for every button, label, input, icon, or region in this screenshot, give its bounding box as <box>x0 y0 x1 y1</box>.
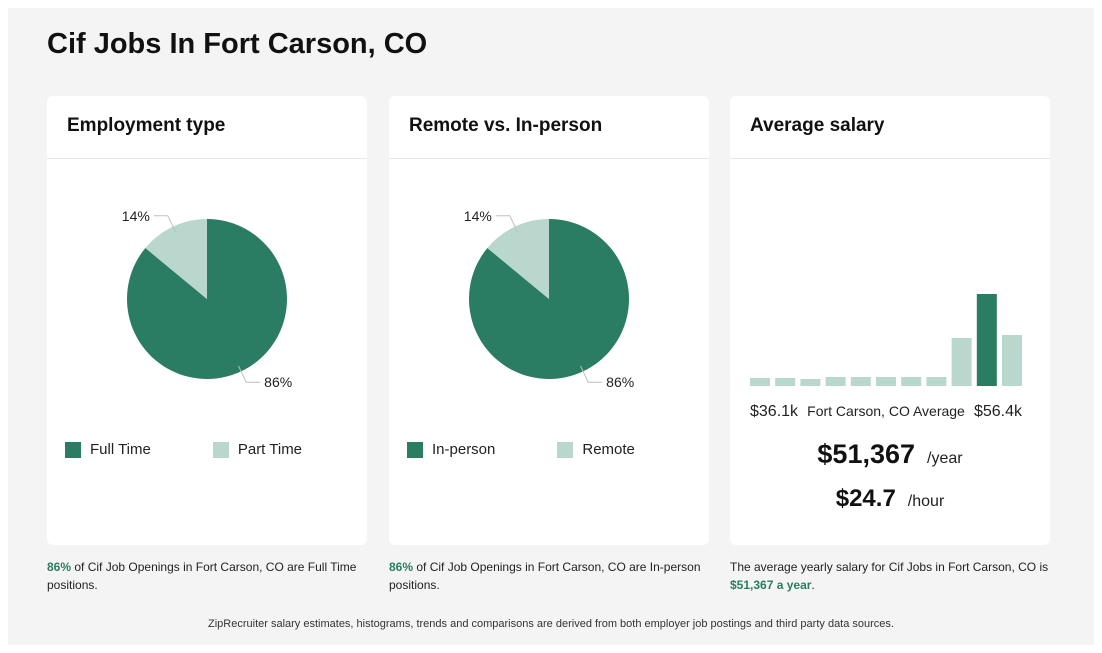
card-title: Average salary <box>750 115 885 136</box>
range-label: Fort Carson, CO Average <box>807 403 965 419</box>
pie-leader-line <box>153 215 176 233</box>
remote-caption: 86% of Cif Job Openings in Fort Carson, … <box>389 558 709 594</box>
employment-type-card: Employment type 86% 14% Full Time Part Ti… <box>47 96 367 545</box>
average-salary-card: Average salary $36.1k Fort Carson, CO Av… <box>730 96 1050 545</box>
salary-caption: The average yearly salary for Cif Jobs i… <box>730 558 1050 594</box>
footer-note: ZipRecruiter salary estimates, histogram… <box>208 618 894 630</box>
pie-leader-line <box>580 365 603 383</box>
pie-slice-part-time <box>145 219 207 299</box>
legend-item-remote: Remote <box>557 441 635 458</box>
remote-vs-in-person-card: Remote vs. In-person 86% 14% In-person Re… <box>389 96 709 545</box>
pie-leader-line <box>238 365 261 383</box>
hourly-salary-value: $24.7 <box>835 485 896 512</box>
legend-label: Full Time <box>90 441 151 458</box>
pie-data-label: 86% <box>606 374 634 390</box>
legend-swatch <box>65 441 81 458</box>
salary-range-row: $36.1k Fort Carson, CO Average $56.4k <box>750 403 1022 421</box>
legend: Full Time Part Time <box>65 441 302 458</box>
caption-text: of Cif Job Openings in Fort Carson, CO a… <box>47 560 357 592</box>
legend-item-full-time: Full Time <box>65 441 151 458</box>
card-title: Remote vs. In-person <box>409 115 603 136</box>
pie-slice-remote <box>487 219 549 299</box>
histogram-bar <box>976 294 997 386</box>
histogram-bar <box>775 378 796 386</box>
legend-swatch <box>557 441 574 458</box>
caption-highlight: 86% <box>47 560 72 574</box>
histogram-bar <box>750 378 770 386</box>
remote-pie-chart: 86% 14% <box>464 208 634 390</box>
legend-label: Part Time <box>237 441 303 458</box>
employment-caption: 86% of Cif Job Openings in Fort Carson, … <box>47 558 367 594</box>
legend-swatch <box>212 441 229 458</box>
histogram-bar <box>926 377 947 386</box>
hourly-salary: $24.7 /hour <box>730 485 1050 513</box>
caption-text: The average yearly salary for Cif Jobs i… <box>730 560 1049 574</box>
range-high: $56.4k <box>973 403 1022 420</box>
pie-leader-line <box>495 215 518 233</box>
page-title: Cif Jobs In Fort Carson, CO <box>47 28 428 60</box>
pie-data-label: 14% <box>122 208 150 224</box>
hourly-salary-unit: /hour <box>907 493 945 510</box>
legend-item-part-time: Part Time <box>212 441 303 458</box>
caption-highlight: 86% <box>389 560 414 574</box>
legend-swatch <box>407 441 423 458</box>
card-divider <box>389 158 709 159</box>
employment-pie-chart: 86% 14% <box>122 208 292 390</box>
histogram-bar <box>876 377 896 386</box>
caption-end: . <box>811 578 815 592</box>
yearly-salary-unit: /year <box>927 450 963 467</box>
range-low: $36.1k <box>750 403 799 420</box>
histogram-bar <box>850 377 871 386</box>
caption-highlight: $51,367 a year <box>730 578 812 592</box>
card-divider <box>730 158 1050 159</box>
yearly-salary: $51,367 /year <box>730 439 1050 470</box>
caption-text: of Cif Job Openings in Fort Carson, CO a… <box>389 560 701 592</box>
salary-histogram <box>750 294 1022 386</box>
histogram-bar <box>800 379 821 386</box>
yearly-salary-value: $51,367 <box>817 439 916 469</box>
histogram-bar <box>901 377 922 386</box>
legend-label: Remote <box>582 441 635 458</box>
card-divider <box>47 158 367 159</box>
legend-label: In-person <box>432 441 496 458</box>
pie-data-label: 86% <box>264 374 292 390</box>
pie-data-label: 14% <box>464 208 492 224</box>
pie-slice-full-time <box>127 219 288 379</box>
histogram-bar <box>951 338 972 386</box>
histogram-bar <box>825 377 846 386</box>
legend-item-in-person: In-person <box>407 441 495 458</box>
card-title: Employment type <box>67 115 226 136</box>
legend: In-person Remote <box>407 441 635 458</box>
histogram-bar <box>1002 335 1022 386</box>
